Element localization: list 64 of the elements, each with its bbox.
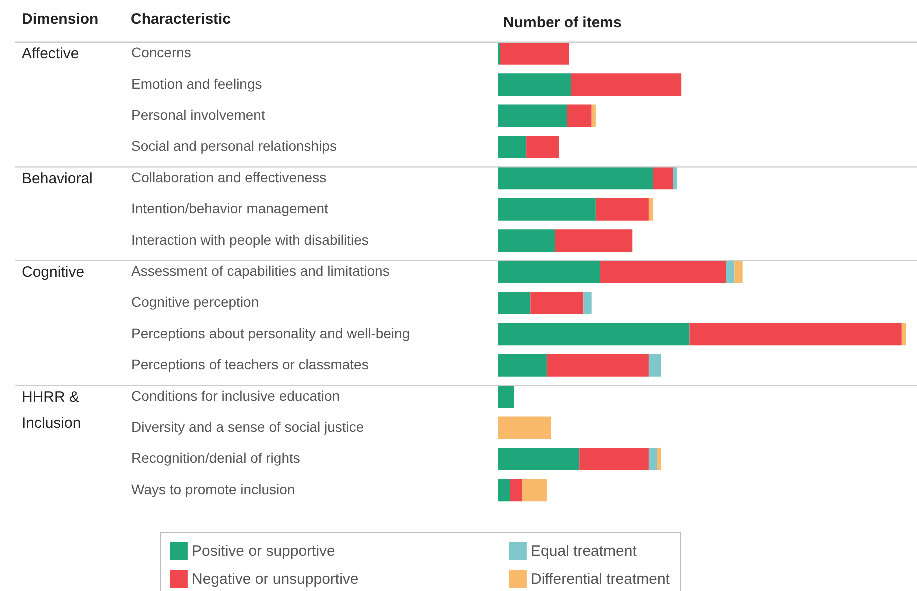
y-tick-label: Perceptions of teachers or classmates (132, 356, 369, 373)
legend-label: Negative or unsupportive (192, 571, 359, 588)
bar (653, 167, 674, 190)
bar (498, 230, 556, 252)
bar (726, 260, 735, 284)
bar (498, 416, 552, 440)
text: Behavioral (22, 170, 93, 188)
y-tick-label: Concerns (132, 44, 192, 61)
bar (648, 448, 658, 470)
y-tick-label: Perceptions about personality and well-being (132, 325, 410, 342)
bar (510, 479, 522, 502)
bar (546, 354, 649, 377)
x-axis-title: Number of items (504, 14, 622, 32)
bar (498, 136, 527, 158)
bar (498, 74, 572, 96)
y-tick-label: Diversity and a sense of social justice (132, 419, 364, 435)
bar (498, 198, 596, 221)
bar (498, 260, 600, 284)
legend-label: Positive or supportive (192, 543, 336, 560)
y-tick-label: Recognition/denial of rights (132, 450, 300, 466)
bar (584, 292, 592, 314)
bar (498, 104, 568, 128)
bar (498, 167, 654, 190)
bar (902, 323, 906, 346)
bar (498, 323, 690, 346)
bar (498, 292, 531, 314)
y-tick-label: Interaction with people with disabilities (132, 232, 369, 248)
y-tick-label: Intention/behavior management (132, 200, 329, 217)
y-tick-label: Conditions for inclusive education (132, 388, 340, 404)
bar (498, 479, 510, 502)
text: Affective (22, 46, 80, 63)
y-tick-label: Social and personal relationships (132, 138, 337, 154)
text: Cognitive (22, 264, 85, 281)
text: HHRR & Inclusion (22, 388, 82, 432)
bar (580, 448, 649, 470)
bar (592, 104, 596, 128)
legend-label: Equal treatment (531, 543, 638, 560)
bar (673, 167, 678, 190)
bar (571, 74, 682, 96)
bar (648, 354, 662, 377)
bar (498, 448, 580, 470)
bar (555, 230, 633, 252)
bar (600, 260, 726, 284)
y-tick-label: Emotion and feelings (132, 76, 262, 92)
y-tick-label: Cognitive perception (132, 294, 260, 310)
text: Characteristic (131, 11, 232, 28)
legend-label: Differential treatment (531, 571, 671, 588)
bar (690, 323, 902, 346)
y-tick-label: Personal involvement (132, 107, 266, 123)
y-tick-label: Assessment of capabilities and limitations (132, 263, 390, 279)
bar (657, 448, 662, 470)
bar (498, 354, 547, 377)
bar (522, 479, 547, 502)
y-tick-label: Ways to promote inclusion (132, 481, 296, 498)
bar (526, 136, 560, 158)
bar (530, 292, 584, 314)
bar (596, 198, 649, 221)
bar (734, 260, 743, 284)
text: Dimension (22, 11, 99, 28)
bar (500, 42, 570, 65)
y-tick-label: Collaboration and effectiveness (132, 169, 327, 186)
bar (648, 198, 654, 221)
bar (498, 386, 514, 408)
bar (567, 104, 592, 128)
